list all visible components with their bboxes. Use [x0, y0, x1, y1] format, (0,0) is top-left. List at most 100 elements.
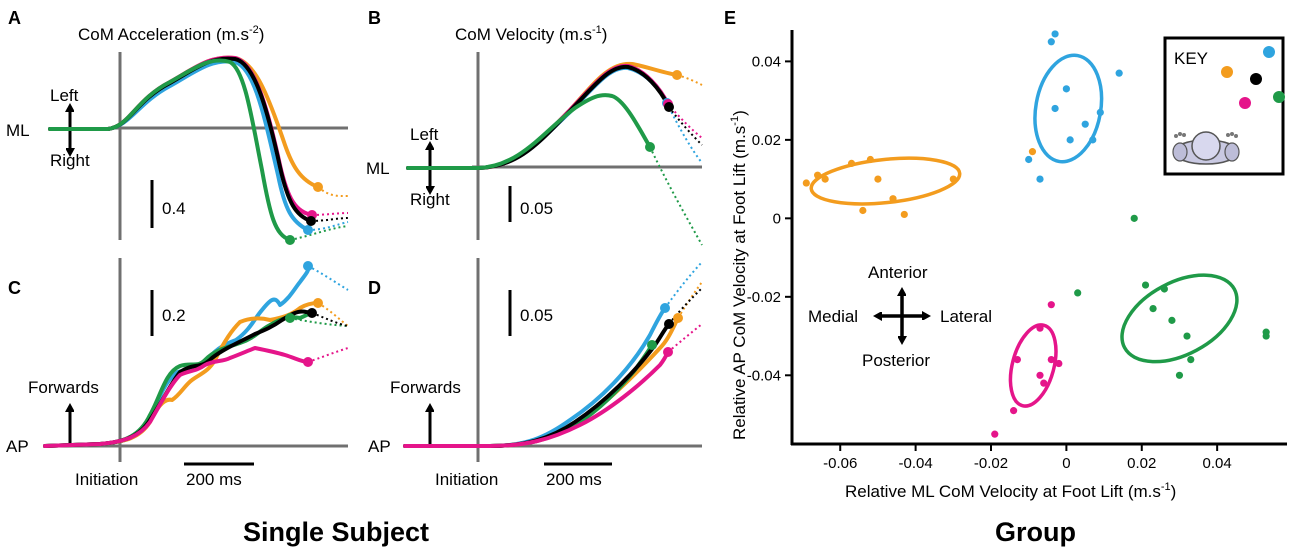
- panel-a-tail-pink: [311, 212, 349, 216]
- point-orange: [949, 175, 957, 183]
- panel-a-letter: A: [8, 8, 21, 28]
- point-orange: [874, 175, 882, 183]
- panel-c-series-blue: [43, 264, 311, 448]
- point-blue: [1047, 38, 1055, 46]
- point-green: [1175, 371, 1184, 379]
- panel-e-plot-area: [802, 30, 1270, 438]
- point-pink: [991, 430, 999, 438]
- panel-a-end-orange: [313, 182, 323, 192]
- y-tick-label: -0.04: [747, 367, 781, 384]
- panel-c-end-pink: [303, 357, 313, 367]
- point-orange: [900, 210, 908, 219]
- panel-c-row-label: AP: [6, 437, 29, 456]
- y-tick-label: -0.02: [747, 289, 781, 306]
- panel-d-xlabel: Initiation: [435, 470, 498, 489]
- panel-a-end-green: [285, 235, 295, 245]
- panel-e-letter: E: [724, 8, 736, 28]
- panel-c-end-blue: [303, 261, 313, 271]
- ellipse-blue: [1033, 53, 1104, 164]
- panel-c-tail-orange: [317, 302, 349, 327]
- panel-b-tail-pink: [667, 103, 703, 139]
- panel-b-tail-green: [649, 146, 703, 246]
- legend-title: KEY: [1174, 49, 1208, 68]
- legend-dot-blue: [1263, 46, 1275, 58]
- panel-b-series-orange: [406, 61, 679, 170]
- panel-d-end-blue: [660, 303, 670, 313]
- panel-a-dir-up: Left: [50, 86, 79, 105]
- panel-d-end-black: [664, 319, 674, 329]
- panel-b-series-blue: [406, 65, 669, 170]
- panel-d-time-scale: 200 ms: [546, 470, 602, 489]
- panel-d-letter: D: [368, 278, 381, 298]
- point-green: [1183, 332, 1191, 340]
- group-label: Group: [995, 517, 1076, 547]
- ellipse-orange: [809, 156, 962, 206]
- point-pink: [1040, 379, 1048, 387]
- point-green: [1074, 289, 1082, 297]
- x-tick-label: -0.04: [899, 455, 933, 472]
- panel-b-row-label: ML: [366, 159, 390, 178]
- panel-c-end-black: [307, 308, 317, 318]
- point-green: [1141, 281, 1150, 289]
- panel-d-row-label: AP: [368, 437, 391, 456]
- point-blue: [1062, 85, 1070, 93]
- point-green: [1160, 285, 1168, 293]
- panel-b-end-green: [645, 142, 655, 152]
- panel-e-ylabel: Relative AP CoM Velocity at Foot Lift (m…: [729, 110, 749, 440]
- point-orange: [814, 171, 822, 179]
- point-orange: [1028, 148, 1037, 156]
- panel-b-scale-value: 0.05: [520, 199, 553, 218]
- panel-b-dir-up: Left: [410, 125, 439, 144]
- panel-a-title: CoM Acceleration (m.s-2): [78, 24, 264, 44]
- legend-dot-orange: [1221, 66, 1233, 78]
- y-tick-label: 0.02: [752, 132, 781, 149]
- panel-a-dir-down: Right: [50, 151, 90, 170]
- panel-d: D AP Forwards 0.05 200 ms Initiation: [368, 258, 703, 489]
- point-orange: [802, 179, 810, 187]
- panel-a-series-black: [48, 56, 313, 223]
- point-blue: [1051, 30, 1059, 38]
- panel-a-scale-value: 0.4: [162, 199, 186, 218]
- panel-b-end-orange: [672, 70, 682, 80]
- x-tick-label: 0: [1062, 455, 1070, 472]
- panel-c-time-scale: 200 ms: [186, 470, 242, 489]
- point-green: [1149, 304, 1157, 313]
- point-orange: [859, 206, 867, 215]
- legend-key: KEY: [1163, 36, 1285, 176]
- panel-b: B CoM Velocity (m.s-1) ML Left Right 0.0…: [366, 8, 703, 246]
- panel-e: E -0.06 -0.04 -0.02 0 0.02 0.04 0.040.020-0.0…: [724, 8, 1287, 501]
- point-blue: [1115, 69, 1123, 77]
- point-blue: [1066, 136, 1074, 144]
- panel-d-series-pink: [403, 350, 670, 448]
- panel-c-tail-green: [289, 317, 349, 327]
- x-tick-label: 0.02: [1127, 455, 1156, 472]
- point-green: [1168, 316, 1176, 324]
- panel-e-xlabel: Relative ML CoM Velocity at Foot Lift (m…: [845, 481, 1176, 501]
- point-pink: [1013, 356, 1021, 364]
- panel-c-dir-up: Forwards: [28, 378, 99, 397]
- panel-b-tail-black: [668, 106, 703, 146]
- panel-c-tail-black: [311, 312, 349, 327]
- panel-d-scale-value: 0.05: [520, 306, 553, 325]
- panel-d-end-pink: [663, 347, 673, 357]
- panel-a-tail-black: [310, 217, 349, 222]
- ellipse-pink: [1008, 323, 1058, 408]
- panel-b-series-green: [406, 93, 652, 170]
- point-orange: [821, 175, 829, 183]
- x-tick-label: -0.06: [823, 455, 857, 472]
- point-orange: [847, 159, 856, 168]
- point-pink: [1010, 407, 1018, 415]
- point-blue: [1089, 136, 1097, 144]
- panel-c-tail-pink: [307, 347, 349, 363]
- person-top-view-icon: [1172, 131, 1240, 165]
- panel-c-tail-blue: [307, 265, 349, 291]
- point-green: [1130, 214, 1138, 222]
- legend-dot-green: [1273, 91, 1285, 103]
- y-tick-label: 0: [773, 210, 781, 227]
- panel-c-end-orange: [313, 298, 323, 308]
- ellipse-green: [1120, 273, 1239, 364]
- point-blue: [1081, 120, 1089, 128]
- panel-a-end-blue: [303, 225, 313, 235]
- panel-a-end-black: [306, 216, 316, 226]
